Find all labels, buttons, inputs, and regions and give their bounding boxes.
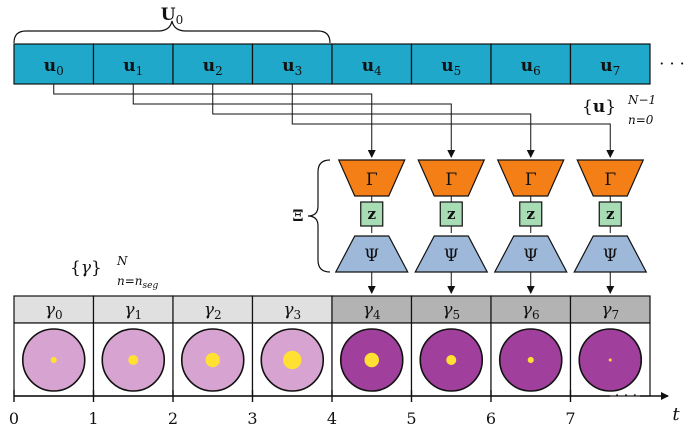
time-axis-ellipsis: · · ·: [615, 388, 637, 404]
u-set-label: {u}: [582, 97, 616, 117]
time-axis-label: t: [672, 404, 680, 425]
hot-spot-7: [608, 358, 612, 362]
u-cell-3: [251, 43, 333, 85]
hot-spot-0: [50, 356, 57, 364]
u-cell-label-5: u5: [441, 56, 461, 78]
decoder-label-6: Ψ: [523, 246, 538, 266]
time-axis-ticks: 0 1 2 3 4 5 6 7: [9, 390, 576, 428]
tick-label-3: 3: [247, 409, 257, 428]
encoder-gamma-4: [337, 159, 406, 197]
u-ellipsis: · · ·: [659, 54, 684, 73]
hot-spot-1: [128, 354, 139, 366]
encoder-label-4: Γ: [366, 170, 378, 190]
u-cell-label-3: u3: [282, 56, 302, 78]
u-cell-label-0: u0: [44, 56, 64, 78]
gamma-set-sub: n=nseg: [117, 274, 158, 291]
encoder-gamma-5: [417, 159, 486, 197]
encoder-label-5: Γ: [445, 170, 457, 190]
hot-spot-4: [364, 352, 380, 368]
u-cell-5: [410, 43, 492, 85]
gamma-set-sup: N: [116, 254, 128, 268]
u-cell-2: [172, 43, 254, 85]
wire-u3-to-encoder-7: [291, 84, 615, 158]
gamma-cell-label-1: γ1: [124, 300, 142, 322]
u-cell-1: [92, 43, 174, 85]
tick-label-2: 2: [168, 409, 178, 428]
u-cell-label-2: u2: [203, 56, 223, 78]
gamma-cell-7: [569, 295, 651, 324]
tick-label-5: 5: [406, 409, 416, 428]
gamma-cell-4: [331, 295, 413, 324]
u-cell-label-1: u1: [123, 56, 143, 78]
encoder-label-6: Γ: [525, 170, 537, 190]
decoder-psi-5: [414, 235, 489, 273]
decoder-psi-7: [573, 235, 648, 273]
u-cell-7: [569, 43, 651, 85]
encoder-gamma-6: [496, 159, 565, 197]
xi-brace: [307, 159, 331, 273]
u-cell-label-6: u6: [521, 56, 541, 78]
u-cell-label-7: u7: [600, 56, 620, 78]
latent-label-6: z: [526, 205, 535, 223]
decoder-label-5: Ψ: [444, 246, 459, 266]
wire-u2-to-encoder-6: [212, 84, 535, 158]
gamma-cell-label-2: γ2: [204, 300, 222, 322]
u-cell-4: [331, 43, 413, 85]
autoencoder-columns: Γz Ψ Γz Ψ Γz Ψ Γz Ψ: [334, 159, 648, 294]
gamma-cell-label-0: γ0: [45, 300, 63, 322]
decoder-psi-4: [334, 235, 409, 273]
hot-spot-2: [205, 352, 221, 368]
decoder-label-4: Ψ: [364, 246, 379, 266]
tick-label-1: 1: [88, 409, 98, 428]
u-cell-label-4: u4: [362, 56, 382, 78]
input-wiring: [53, 84, 615, 158]
hot-spot-3: [283, 350, 302, 370]
field-snapshots: [13, 322, 651, 397]
decoder-psi-6: [493, 235, 568, 273]
tick-label-0: 0: [9, 409, 19, 428]
encoder-label-7: Γ: [604, 170, 616, 190]
u-set-sub: n=0: [628, 113, 654, 127]
gamma-set-label: {γ}: [70, 258, 102, 278]
hot-spot-6: [527, 356, 534, 364]
u-set-sup: N−1: [627, 93, 656, 107]
gamma-cell-label-6: γ6: [522, 300, 540, 322]
gamma-cell-label-3: γ3: [283, 300, 301, 322]
u-cell-6: [490, 43, 572, 85]
u-sequence-row: u0 u1 u2 u3 u4 u5 u6 u7: [13, 43, 651, 85]
gamma-sequence-row: γ0 γ1 γ2 γ3 γ4 γ5 γ6 γ7: [13, 295, 651, 324]
latent-label-5: z: [447, 205, 456, 223]
latent-label-7: z: [606, 205, 615, 223]
encoder-gamma-7: [576, 159, 645, 197]
u0-group-label: U0: [161, 5, 183, 27]
tick-label-4: 4: [327, 409, 337, 428]
tick-label-6: 6: [486, 409, 496, 428]
u0-group-brace: [13, 20, 331, 44]
gamma-cell-label-7: γ7: [601, 300, 619, 322]
latent-label-4: z: [367, 205, 376, 223]
hot-spot-5: [446, 354, 457, 366]
decoder-label-7: Ψ: [603, 246, 618, 266]
xi-label: Ξ: [292, 206, 303, 225]
gamma-cell-label-5: γ5: [442, 300, 460, 322]
gamma-cell-label-4: γ4: [363, 300, 381, 322]
tick-label-7: 7: [565, 409, 575, 428]
